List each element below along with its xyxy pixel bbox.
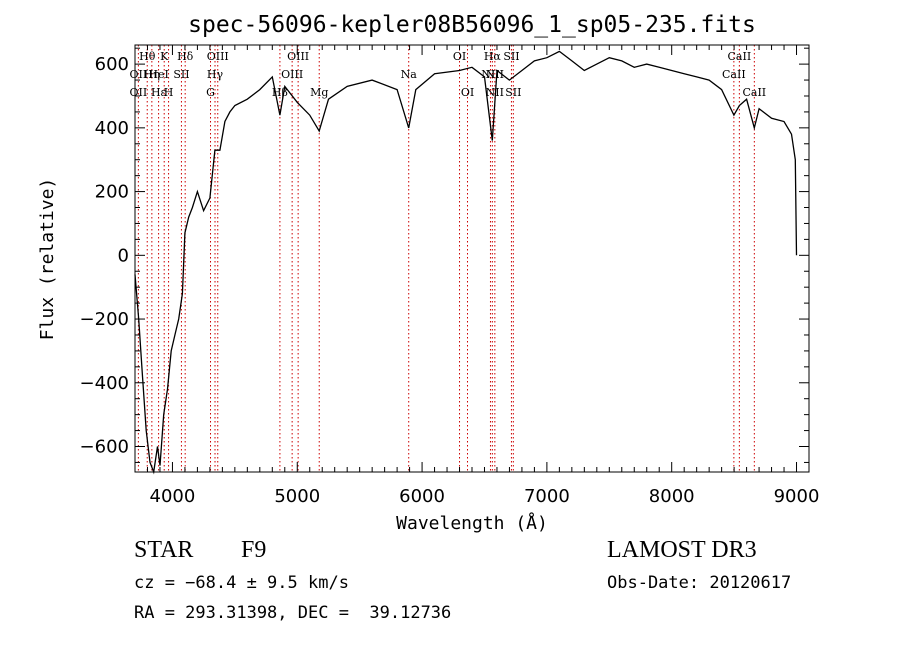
marker-label: NII (481, 68, 499, 81)
y-tick-label: 0 (118, 245, 129, 266)
marker-label: OI (453, 50, 466, 63)
marker-label: Hη (144, 68, 160, 81)
x-axis: 4000 5000 6000 7000 8000 9000 (134, 45, 820, 507)
y-tick-label: −400 (80, 373, 129, 394)
marker-label: OIII (207, 50, 229, 63)
marker-label: SII (503, 50, 519, 63)
marker-label: NII (486, 68, 504, 81)
marker-label: H (164, 86, 174, 99)
marker-label: HeI (148, 68, 168, 81)
marker-label: G (206, 86, 215, 99)
object-subclass: F9 (241, 537, 267, 563)
marker-label: OII (130, 68, 148, 81)
marker-label: Hγ (207, 68, 224, 81)
marker-label: NII (486, 86, 504, 99)
marker-label: Na (401, 68, 418, 81)
object-class: STAR (134, 537, 194, 563)
marker-label: Hε (151, 86, 167, 99)
emission-line-markers (137, 45, 755, 472)
marker-label: OI (461, 86, 474, 99)
marker-label: Hθ (139, 50, 156, 63)
y-axis-label: Flux (relative) (37, 178, 58, 341)
x-tick-label: 9000 (774, 486, 820, 507)
plot-frame (134, 44, 810, 473)
marker-label: Mg (310, 86, 328, 99)
y-tick-label: −600 (80, 437, 129, 458)
sky-coordinates: RA = 293.31398, DEC = 39.12736 (134, 603, 452, 623)
redshift-cz: cz = −68.4 ± 9.5 km/s (134, 573, 349, 593)
y-axis: −600 −400 −200 0 200 400 600 (80, 47, 809, 463)
chart-title: spec-56096-kepler08B56096_1_sp05-235.fit… (188, 12, 756, 38)
x-tick-label: 7000 (524, 486, 570, 507)
marker-label: K (160, 50, 169, 63)
marker-label: CaII (742, 86, 766, 99)
y-tick-label: −200 (80, 309, 129, 330)
x-tick-label: 8000 (649, 486, 695, 507)
marker-label: OII (130, 86, 148, 99)
x-tick-label: 5000 (274, 486, 320, 507)
y-tick-label: 600 (95, 54, 129, 75)
marker-label: Hδ (177, 50, 194, 63)
x-tick-label: 6000 (399, 486, 445, 507)
y-tick-label: 400 (95, 118, 129, 139)
marker-label: CaII (722, 68, 746, 81)
survey-name: LAMOST DR3 (607, 537, 757, 563)
x-axis-label: Wavelength (Å) (396, 512, 548, 534)
y-tick-label: 200 (95, 182, 129, 203)
marker-label: Hα (484, 50, 502, 63)
marker-label: CaII (728, 50, 752, 63)
marker-label: SII (505, 86, 521, 99)
x-tick-label: 4000 (150, 486, 196, 507)
marker-label: SII (173, 68, 189, 81)
spectrum-line (134, 50, 798, 475)
marker-label: OIII (281, 68, 303, 81)
observation-date: Obs-Date: 20120617 (607, 573, 792, 593)
marker-label: OIII (287, 50, 309, 63)
